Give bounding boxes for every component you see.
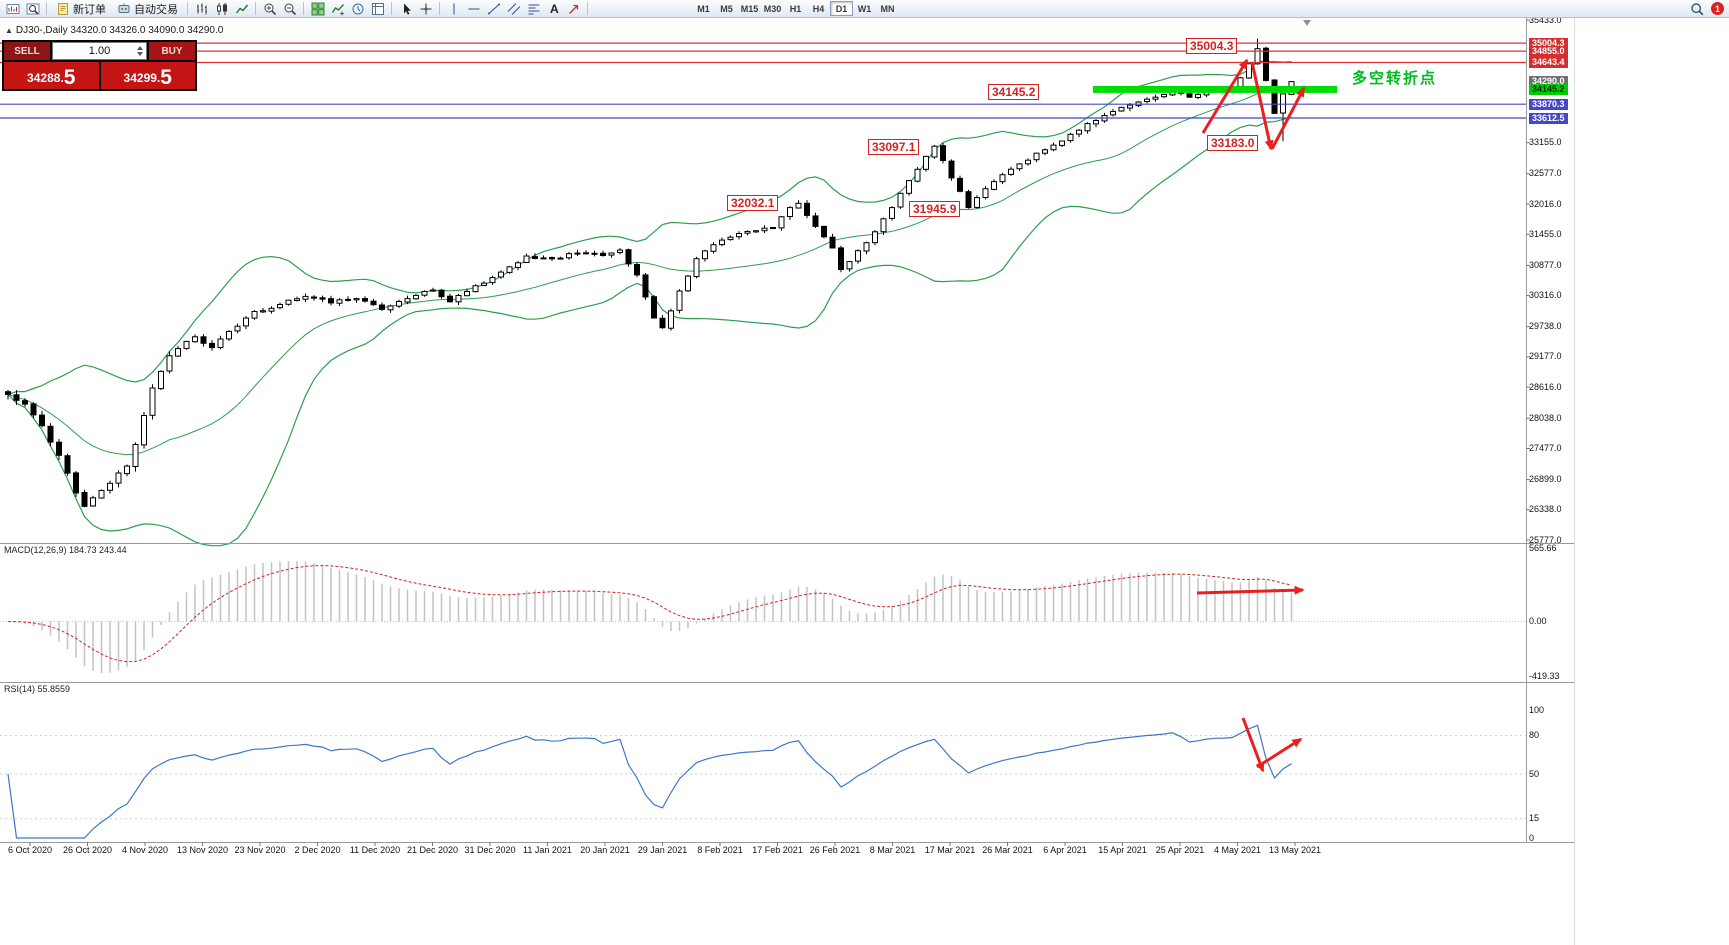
line-chart-icon[interactable]: [232, 1, 251, 17]
one-click-trading-panel: SELL 1.00 BUY 34288. 5 34299. 5: [2, 40, 197, 91]
macd-indicator-label: MACD(12,26,9) 184.73 243.44: [4, 545, 127, 555]
buy-button[interactable]: BUY: [149, 42, 195, 60]
timeframe-m5[interactable]: M5: [720, 3, 733, 14]
timeframe-m1[interactable]: M1: [697, 3, 710, 14]
hline-icon-glyph: [468, 8, 479, 9]
sell-price-big-digit: 5: [63, 66, 76, 89]
chart-title-text: DJ30-,Daily 34320.0 34326.0 34090.0 3429…: [15, 25, 224, 36]
search-icon[interactable]: [1687, 1, 1706, 17]
vline-icon[interactable]: [444, 1, 463, 17]
new-chart-icon[interactable]: [3, 1, 22, 17]
chart-shift-marker[interactable]: [1303, 20, 1311, 26]
tile-windows-icon[interactable]: [308, 1, 327, 17]
zoom-out-icon[interactable]: [280, 1, 299, 17]
templates-icon[interactable]: [368, 1, 387, 17]
line-chart-icon-glyph: [235, 4, 248, 13]
chart-expand-icon[interactable]: ▲: [5, 26, 13, 35]
candles-layer: [5, 38, 1295, 508]
zoom-in-icon-glyph: [264, 3, 276, 15]
trendline-icon-glyph: [487, 3, 500, 14]
arrows-icon-glyph: [568, 4, 578, 14]
indicators-icon-glyph: [331, 3, 344, 15]
period-icon-glyph: [352, 3, 363, 14]
text-icon[interactable]: A: [544, 1, 563, 17]
timeframe-m15[interactable]: M15: [740, 3, 759, 14]
indicators-icon[interactable]: [328, 1, 347, 17]
channel-icon[interactable]: [504, 1, 523, 17]
zoom-out-icon-glyph: [284, 3, 296, 15]
tile-windows-icon-glyph: [311, 2, 324, 15]
toolbar-separator: [46, 2, 47, 15]
fibonacci-icon-glyph: [528, 4, 539, 14]
toolbar-separator: [303, 2, 304, 15]
autotrade-icon-glyph: [118, 3, 130, 13]
trend-arrows-layer[interactable]: [1196, 58, 1306, 773]
arrows-icon[interactable]: [564, 1, 583, 17]
timeframe-m30[interactable]: M30: [763, 3, 782, 14]
new-chart-icon-glyph: [6, 3, 19, 14]
svg-text:A: A: [550, 2, 559, 16]
templates-icon-glyph: [371, 2, 384, 15]
fibonacci-icon[interactable]: [524, 1, 543, 17]
timeframe-h1[interactable]: H1: [789, 3, 802, 14]
rsi-indicator-label: RSI(14) 55.8559: [4, 684, 71, 694]
bar-chart-icon-glyph: [196, 3, 207, 14]
volume-input[interactable]: 1.00: [52, 42, 147, 60]
buy-price-big-digit: 5: [160, 66, 172, 89]
axes-layer: [0, 18, 1575, 945]
sell-button[interactable]: SELL: [4, 42, 50, 60]
volume-increase-button[interactable]: [137, 46, 143, 50]
sell-price: 34288.: [27, 71, 64, 85]
bollinger-bands-layer: [7, 60, 1292, 547]
chart-preview-icon-glyph: [26, 3, 39, 14]
timeframe-mn[interactable]: MN: [880, 3, 895, 14]
text-icon-glyph: A: [550, 2, 559, 16]
toolbar-separator: [187, 2, 188, 15]
green-turning-zone[interactable]: [1093, 85, 1337, 93]
level-lines-layer: [0, 42, 1526, 119]
timeframe-h4[interactable]: H4: [812, 3, 825, 14]
zoom-in-icon[interactable]: [260, 1, 279, 17]
toolbar-right-group: 1: [1687, 1, 1726, 17]
macd-layer: [0, 561, 1526, 673]
cursor-icon[interactable]: [396, 1, 415, 17]
toolbar-separator: [587, 2, 588, 15]
channel-icon-glyph: [507, 2, 520, 15]
volume-decrease-button[interactable]: [137, 52, 143, 56]
toolbar-separator: [255, 2, 256, 15]
new-order-button[interactable]: 新订单: [51, 1, 111, 17]
search-icon-glyph: [1690, 2, 1703, 15]
autotrade-button[interactable]: 自动交易: [112, 1, 183, 17]
chart-preview-icon[interactable]: [23, 1, 42, 17]
timeframe-group: M1 M5 M15 M30 H1 H4 D1 W1 MN: [692, 1, 899, 16]
notification-badge[interactable]: 1: [1711, 2, 1724, 15]
sell-price-display[interactable]: 34288. 5: [4, 62, 99, 89]
vline-icon-glyph: [453, 3, 454, 14]
buy-price-display[interactable]: 34299. 5: [100, 62, 195, 89]
timeframe-d1[interactable]: D1: [830, 1, 853, 16]
toolbar-separator: [391, 2, 392, 15]
trendline-icon[interactable]: [484, 1, 503, 17]
timeframe-w1[interactable]: W1: [857, 3, 872, 14]
main-toolbar: 新订单 自动交易 A M1 M5 M15 M30 H1 H4 D1 W1 MN 1: [0, 0, 1729, 18]
new-order-button-label: 新订单: [73, 3, 106, 16]
period-icon[interactable]: [348, 1, 367, 17]
bar-chart-icon[interactable]: [192, 1, 211, 17]
volume-value: 1.00: [88, 45, 111, 57]
candle-chart-icon[interactable]: [212, 1, 231, 17]
buy-price: 34299.: [123, 71, 161, 85]
autotrade-button-label: 自动交易: [134, 3, 178, 16]
crosshair-icon-glyph: [420, 3, 431, 14]
cursor-icon-glyph: [403, 3, 411, 15]
candle-chart-icon-glyph: [216, 2, 227, 15]
trend-note-text[interactable]: 多空转折点: [1352, 70, 1438, 87]
chart-title: ▲ DJ30-,Daily 34320.0 34326.0 34090.0 34…: [5, 25, 223, 36]
hline-icon[interactable]: [464, 1, 483, 17]
toolbar-separator: [439, 2, 440, 15]
crosshair-icon[interactable]: [416, 1, 435, 17]
new-order-icon-glyph: [58, 2, 68, 15]
rsi-layer: [0, 724, 1526, 839]
